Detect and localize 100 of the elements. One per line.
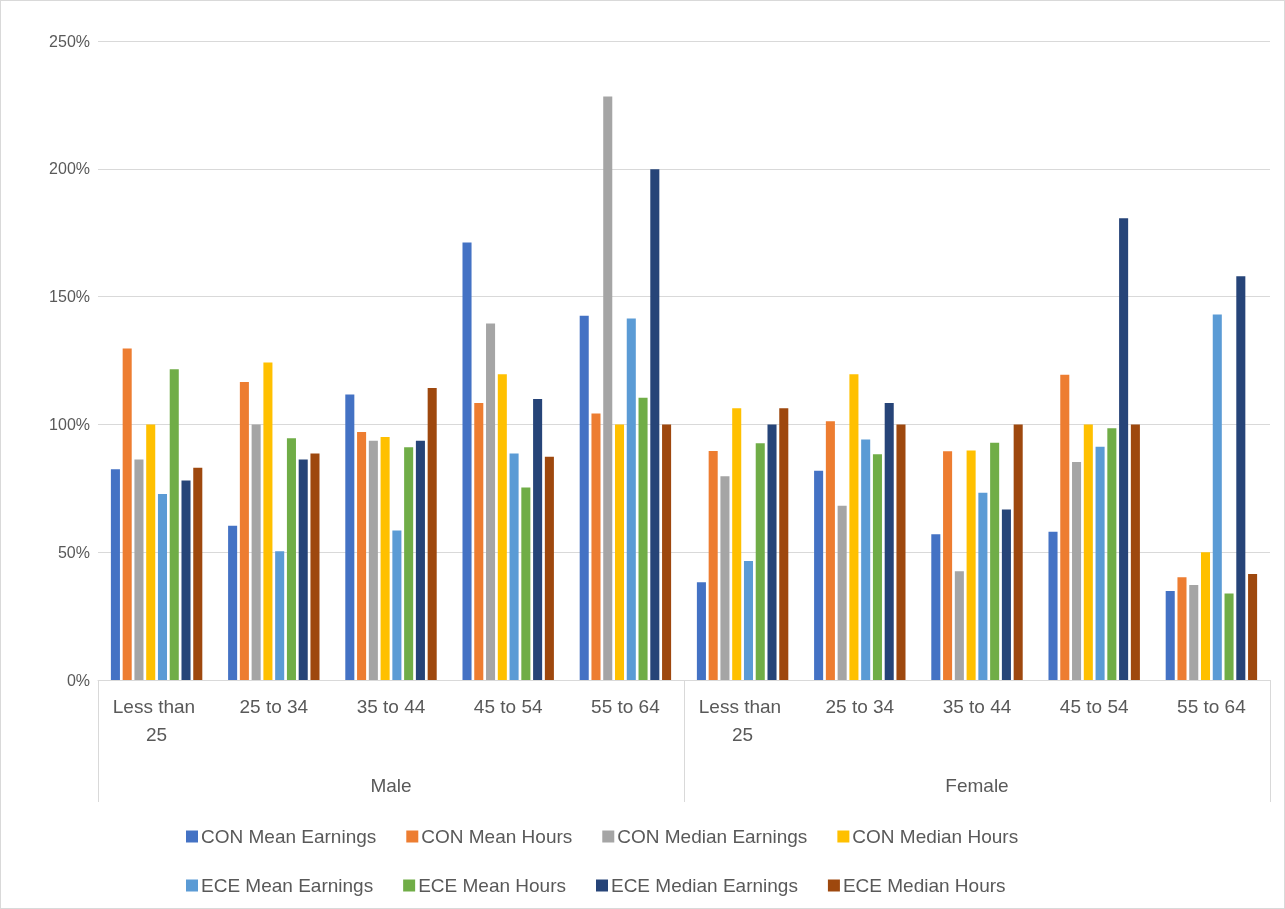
bar (708, 450, 718, 680)
x-tick-label: 35 to 44 (356, 695, 426, 717)
bar (110, 469, 120, 680)
legend-label: CON Median Hours (852, 826, 1019, 847)
bar (978, 492, 988, 680)
y-tick-label: 150% (49, 288, 90, 306)
bar (1212, 314, 1222, 680)
bar (626, 318, 636, 680)
bar (497, 374, 507, 680)
bar (638, 397, 648, 680)
bar (1248, 573, 1258, 680)
bar (380, 436, 390, 680)
bar (357, 432, 367, 680)
bar (1200, 552, 1211, 680)
bar (251, 424, 261, 680)
x-tick-label: 55 to 64 (591, 695, 661, 717)
bar (298, 459, 308, 680)
bar (1119, 218, 1129, 680)
bar (1177, 577, 1187, 680)
bar (1224, 593, 1234, 680)
bar (181, 480, 191, 680)
x-tick-label: Less than 25 (112, 695, 201, 745)
x-tick-label: 55 to 64 (1177, 695, 1247, 717)
bar (662, 424, 672, 680)
x-tick-label: Less than 25 (698, 695, 787, 745)
bar (990, 442, 1000, 680)
bar (427, 388, 437, 680)
bar (521, 487, 531, 680)
legend-label: ECE Mean Hours (418, 875, 566, 896)
bar (1095, 446, 1105, 680)
bar (345, 394, 355, 680)
bar (1236, 276, 1246, 680)
bar (1060, 374, 1070, 680)
bar (954, 571, 964, 680)
bar (392, 530, 402, 680)
x-tick-label: 45 to 54 (473, 695, 543, 717)
bar (814, 470, 824, 680)
bar (263, 362, 273, 680)
bar (650, 169, 660, 680)
x-tick-label: 45 to 54 (1059, 695, 1129, 717)
bar (228, 525, 238, 680)
y-tick-label: 250% (49, 32, 90, 50)
bar (1083, 424, 1093, 680)
bar (943, 451, 953, 680)
bar (696, 582, 706, 680)
bar (509, 453, 519, 680)
bar (614, 424, 625, 680)
bar (767, 424, 777, 680)
bar (825, 421, 835, 680)
bar (544, 456, 554, 680)
y-tick-label: 50% (57, 543, 90, 561)
bar (1130, 424, 1140, 680)
bar (779, 408, 789, 680)
y-tick-label: 200% (49, 160, 90, 178)
bar (193, 467, 203, 680)
bar (849, 374, 859, 680)
bar (157, 493, 168, 680)
x-tick-label: 35 to 44 (942, 695, 1012, 717)
bar (579, 315, 589, 680)
bar (872, 454, 882, 680)
bar (1107, 428, 1117, 680)
bar (462, 242, 472, 680)
bar (146, 424, 156, 680)
bar (755, 443, 765, 680)
bar (732, 408, 742, 680)
bar (368, 440, 378, 680)
bar (720, 476, 730, 680)
bar (169, 369, 179, 680)
bar (884, 402, 894, 680)
bar (404, 447, 414, 680)
bar (743, 560, 754, 680)
bar (239, 381, 249, 680)
bar (966, 450, 976, 680)
bar (474, 402, 484, 680)
bar (837, 505, 847, 680)
x-tick-label: 25 to 34 (239, 695, 309, 717)
bar (1189, 584, 1199, 680)
legend-label: CON Mean Hours (421, 826, 573, 847)
bar (1001, 509, 1011, 680)
bar (486, 323, 496, 680)
bar (591, 413, 601, 680)
legend-label: ECE Median Earnings (610, 875, 798, 896)
text: Male (370, 775, 412, 796)
bar (1165, 591, 1175, 680)
bar (861, 439, 871, 680)
legend-label: ECE Median Hours (842, 875, 1006, 896)
bar (122, 348, 132, 680)
bar (275, 551, 285, 680)
bar (603, 96, 613, 680)
text: Female (945, 775, 1009, 796)
legend-label: ECE Mean Earnings (201, 875, 374, 896)
legend-label: CON Mean Earnings (201, 826, 377, 847)
bar (896, 424, 906, 680)
bar (1013, 424, 1023, 680)
y-tick-label: 100% (49, 415, 90, 433)
bar (931, 534, 941, 680)
bar (533, 399, 543, 680)
bar (415, 440, 425, 680)
legend-label: CON Median Earnings (617, 826, 808, 847)
y-tick-label: 0% (66, 671, 90, 689)
